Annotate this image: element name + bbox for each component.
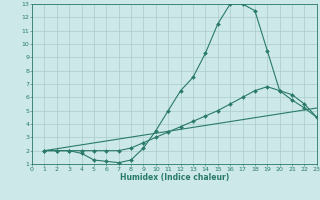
X-axis label: Humidex (Indice chaleur): Humidex (Indice chaleur) xyxy=(120,173,229,182)
